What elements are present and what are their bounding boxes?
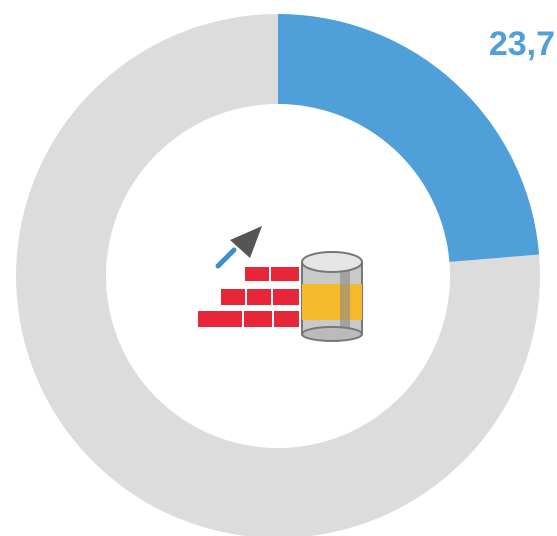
construction-icon — [196, 226, 363, 342]
donut-segment — [278, 14, 540, 262]
value-label: 23,7 — [489, 25, 555, 63]
donut-segment — [16, 14, 540, 536]
